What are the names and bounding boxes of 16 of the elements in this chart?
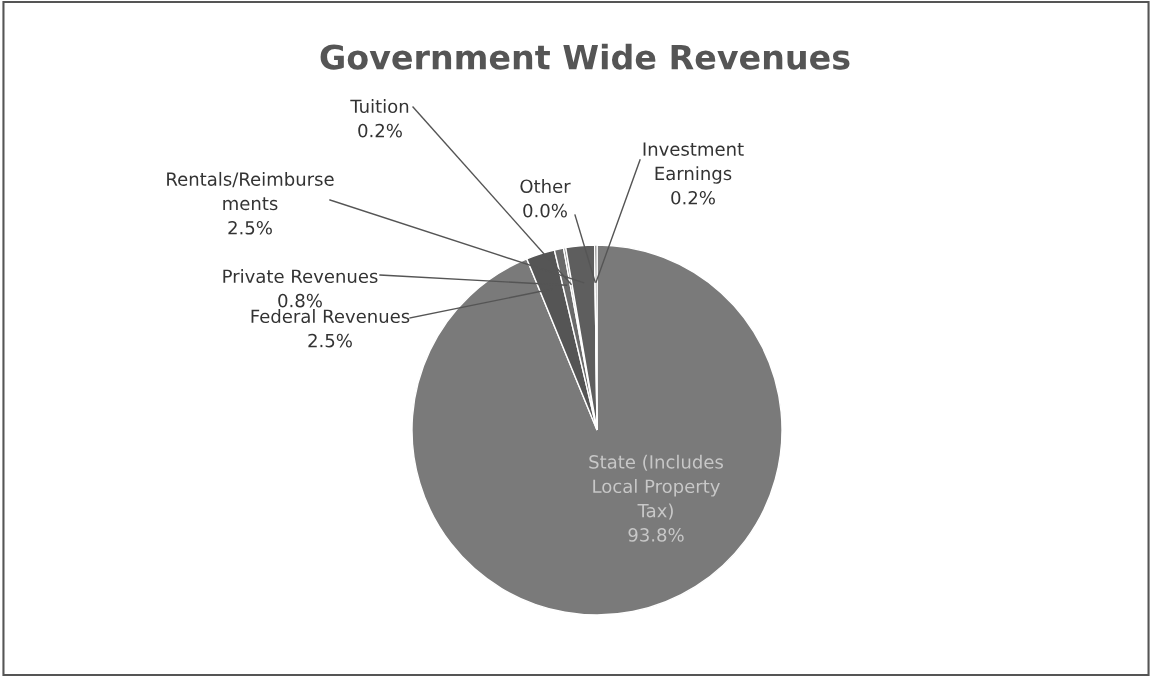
category-label: Other <box>520 179 571 194</box>
slice-label: Private Revenues <box>223 269 378 284</box>
data-label: 0.8% <box>278 293 322 308</box>
slice-label: Investment Earnings <box>643 142 744 184</box>
data-label: 0.2% <box>358 123 402 138</box>
data-label: 93.8% <box>628 528 684 542</box>
chart-title: Government Wide Revenues <box>320 43 850 70</box>
slice-label: Rentals/Reimburse ments <box>167 171 334 211</box>
data-label: 0.2% <box>671 190 715 205</box>
pie-slice <box>411 244 783 616</box>
slice-label: State (Includes Local Property Tax) <box>589 454 723 520</box>
slice-label: Tuition <box>350 99 409 114</box>
slice-label: Federal Revenues <box>251 309 410 324</box>
data-label: 2.5% <box>228 220 272 235</box>
data-label: 2.5% <box>308 333 352 348</box>
text: 0.0% <box>523 203 567 218</box>
